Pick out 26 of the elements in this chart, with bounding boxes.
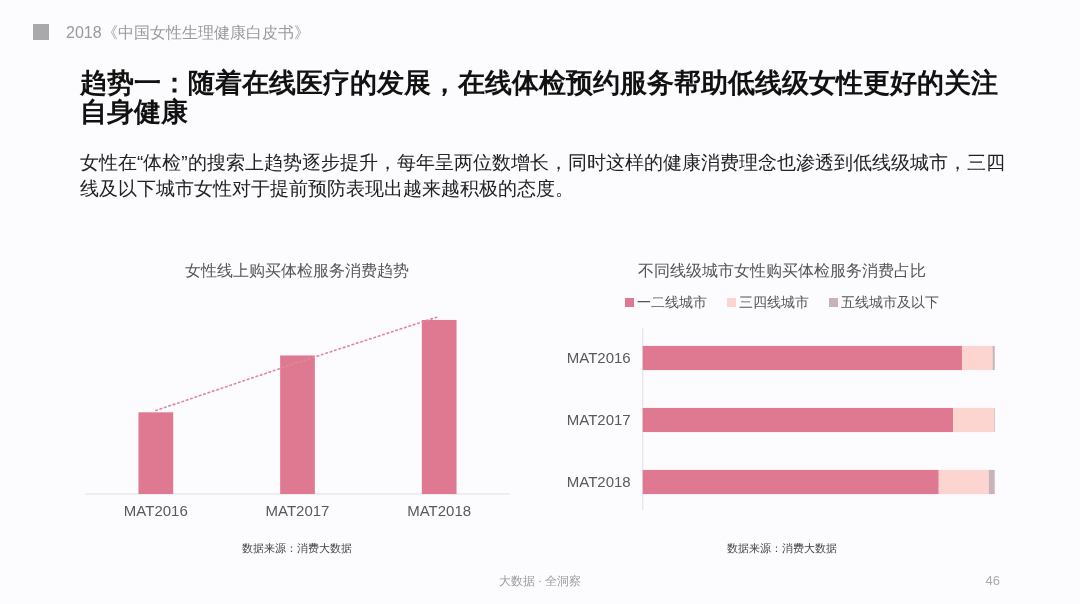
text: 大数据 · 全洞察 (498, 574, 582, 588)
text: 女性在“体检”的搜索上趋势逐步提升，每年呈两位数增长，同时这样的健康消费理念也渗透到低线级城市，三四线及以下城市女性对于提前预防表现出越来越积极的态度。 (80, 152, 1005, 199)
x-tick-label: MAT2018 (407, 502, 472, 519)
legend-label: 一二线城市 (637, 294, 707, 310)
legend-label: 三四线城市 (739, 294, 809, 310)
legend-label: 五线城市及以下 (841, 294, 939, 310)
source-note: 数据来源：消费大数据 (242, 542, 352, 554)
y-tick-label: MAT2016 (566, 349, 631, 366)
y-tick-label: MAT2017 (566, 411, 631, 428)
x-tick-label: MAT2017 (265, 502, 330, 519)
text: 趋势一：随着在线医疗的发展，在线体检预约服务帮助低线级女性更好的关注自身健康 (79, 68, 998, 127)
source-note: 数据来源：消费大数据 (727, 542, 837, 554)
text: 46 (985, 573, 1000, 588)
bar (642, 345, 962, 371)
bar (961, 345, 993, 371)
chart-title: 不同线级城市女性购买体检服务消费占比 (638, 262, 926, 279)
bar (953, 407, 994, 433)
y-tick-label: MAT2018 (566, 473, 631, 490)
bar (642, 469, 939, 495)
bar (988, 469, 995, 495)
text: 2018《中国女性生理健康白皮书》 (66, 24, 310, 41)
bar (992, 345, 995, 371)
bar (938, 469, 989, 495)
bar (642, 407, 954, 433)
x-tick-label: MAT2016 (123, 502, 188, 519)
chart-title: 女性线上购买体检服务消费趋势 (185, 262, 409, 279)
